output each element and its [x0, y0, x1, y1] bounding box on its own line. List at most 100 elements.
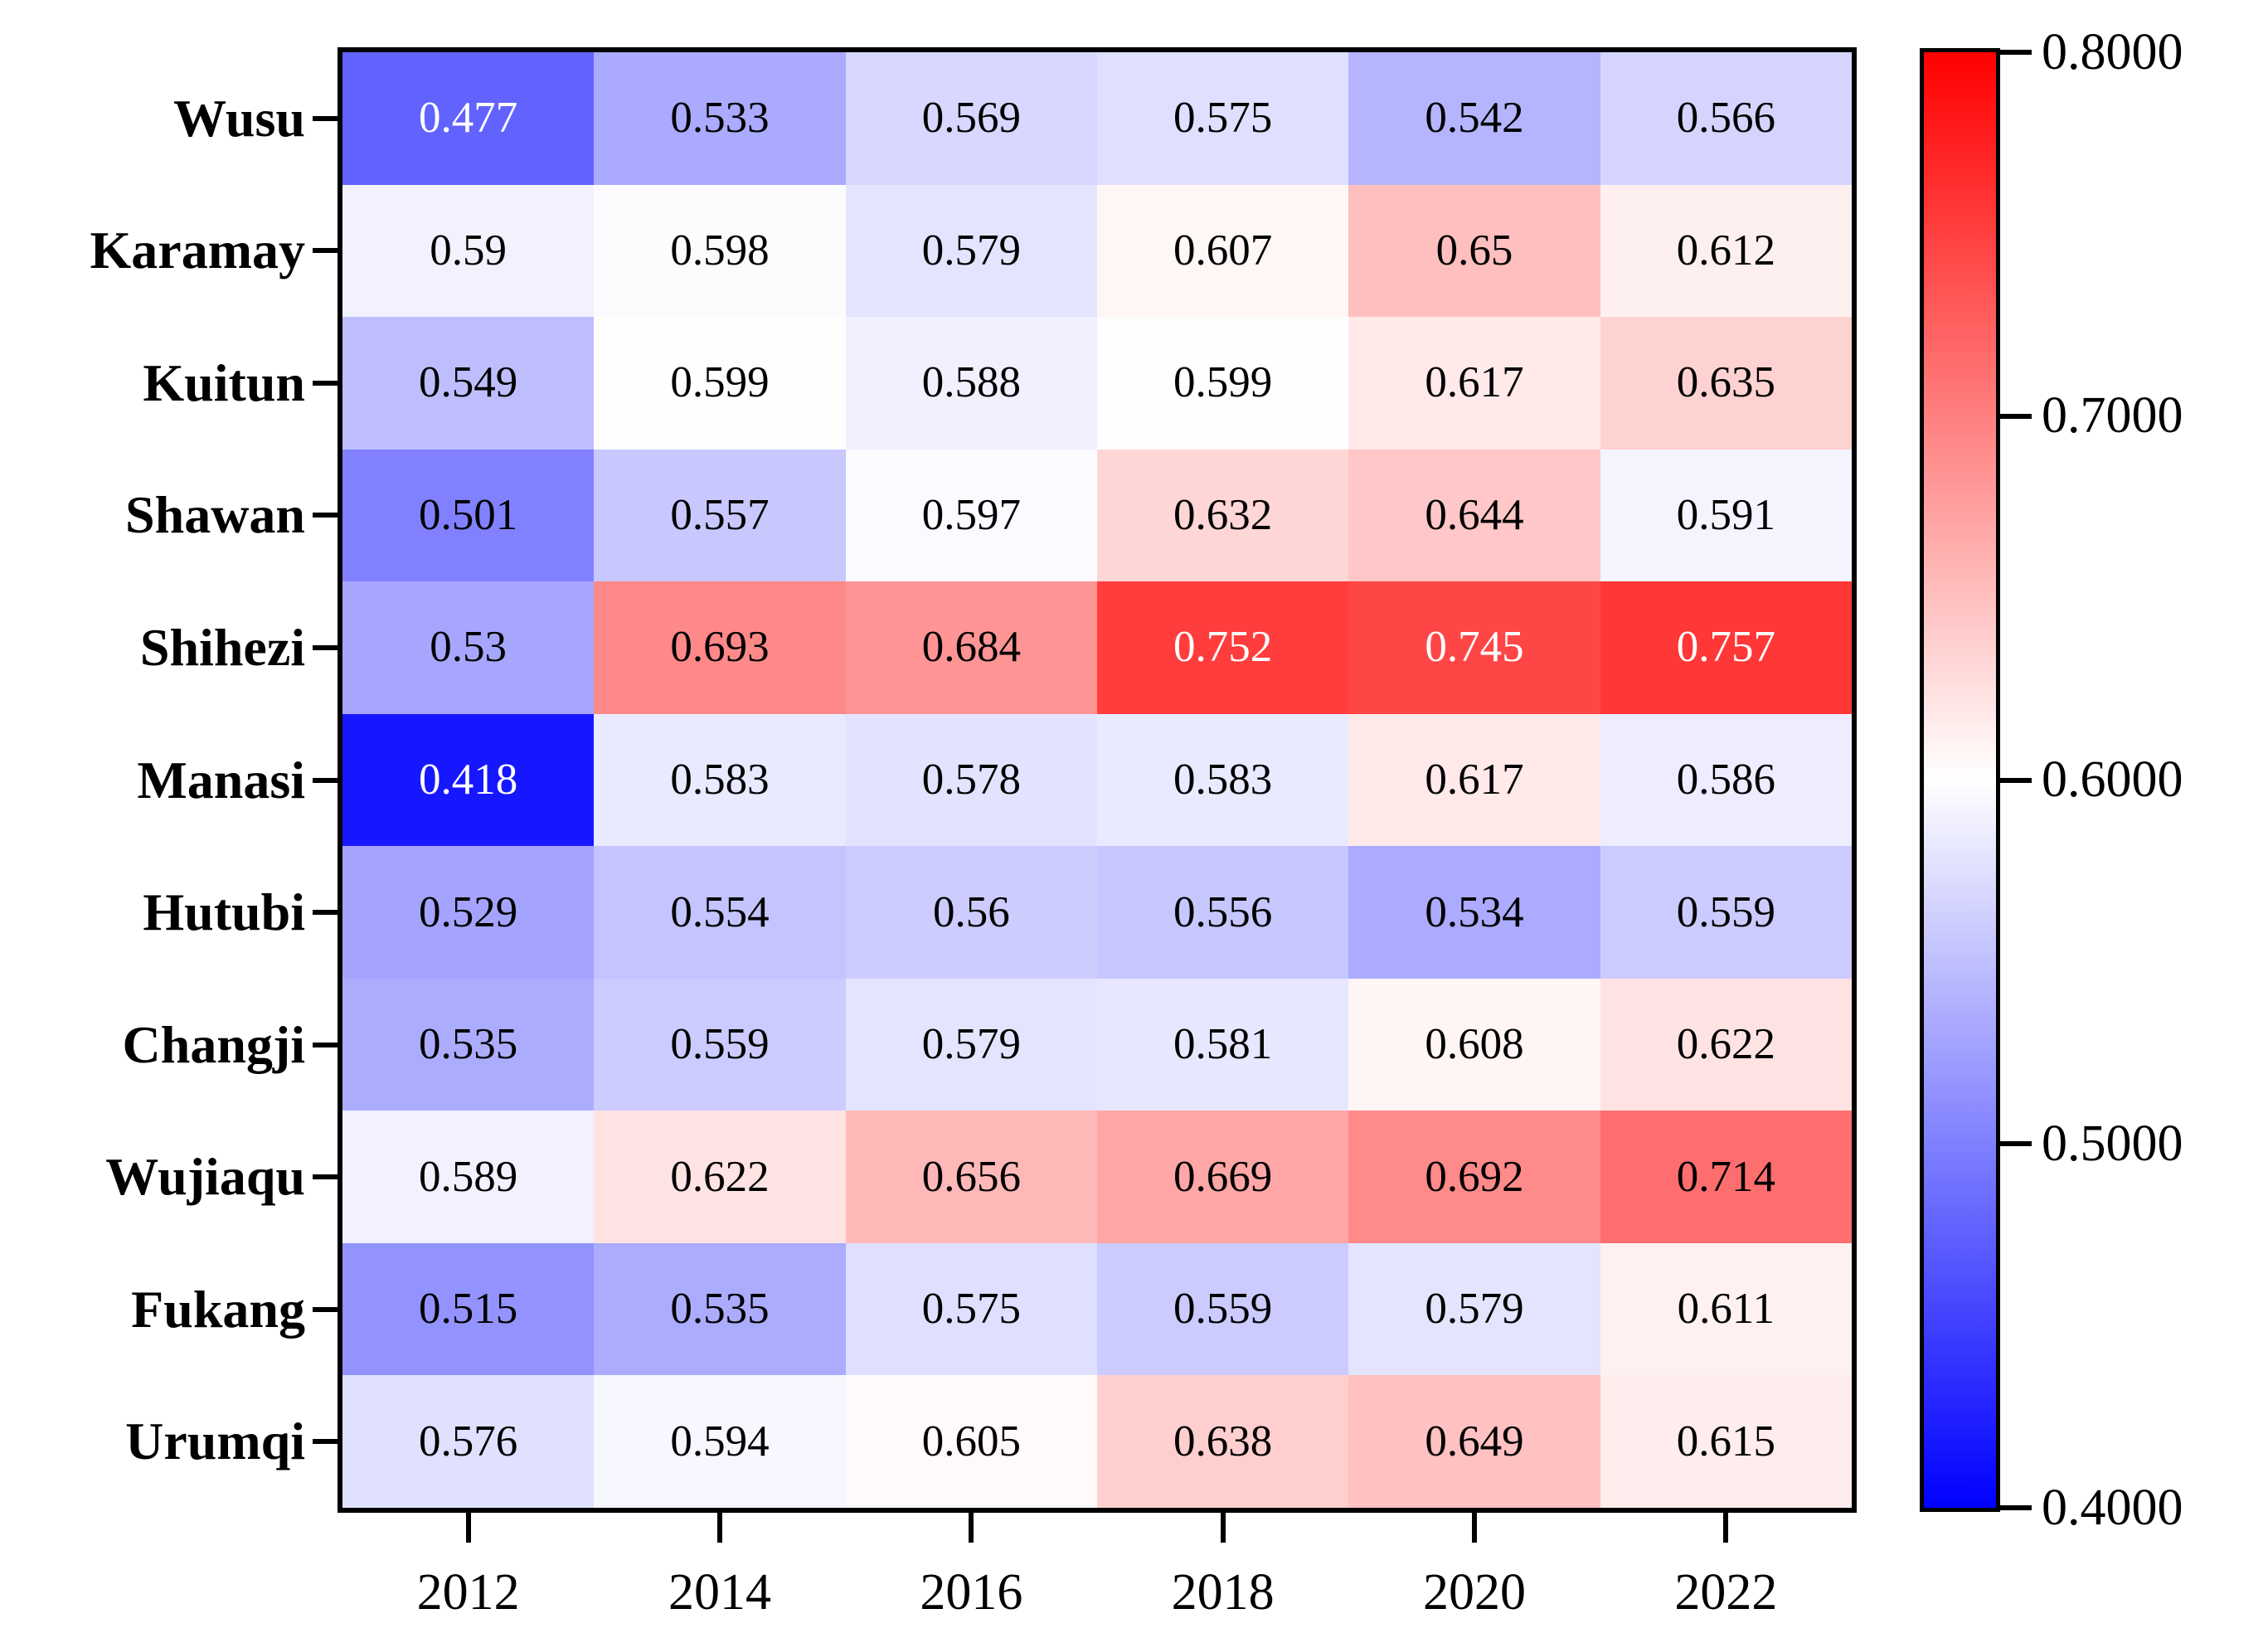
- heatmap-cell: 0.649: [1348, 1375, 1600, 1508]
- y-tick: [313, 1439, 342, 1445]
- heatmap-cell: 0.583: [1097, 713, 1349, 847]
- heatmap-cell: 0.591: [1600, 449, 1852, 582]
- heatmap-cell: 0.515: [342, 1242, 595, 1376]
- y-tick: [313, 1306, 342, 1312]
- x-tick: [969, 1513, 974, 1543]
- colorbar: [1920, 48, 2000, 1512]
- x-tick: [717, 1513, 722, 1543]
- y-tick: [313, 380, 342, 386]
- y-tick: [313, 248, 342, 254]
- heatmap-cell: 0.588: [845, 317, 1097, 450]
- heatmap-cell: 0.684: [845, 581, 1097, 714]
- heatmap-cell: 0.617: [1348, 317, 1600, 450]
- heatmap-cell: 0.617: [1348, 713, 1600, 847]
- col-label-2022: 2022: [1674, 1563, 1778, 1621]
- colorbar-tick: [2000, 777, 2032, 783]
- col-label-2016: 2016: [920, 1563, 1023, 1621]
- colorbar-tick: [2000, 413, 2032, 419]
- row-label-hutubi: Hutubi: [143, 882, 305, 942]
- row-label-wusu: Wusu: [173, 88, 305, 148]
- y-tick: [313, 777, 342, 783]
- heatmap-cell: 0.579: [845, 184, 1097, 318]
- heatmap-cell: 0.693: [594, 581, 846, 714]
- heatmap-cell: 0.554: [594, 846, 846, 979]
- y-tick: [313, 513, 342, 518]
- heatmap-cell: 0.605: [845, 1375, 1097, 1508]
- heatmap-cell: 0.745: [1348, 581, 1600, 714]
- heatmap-cell: 0.752: [1097, 581, 1349, 714]
- heatmap-cell: 0.607: [1097, 184, 1349, 318]
- y-tick: [313, 115, 342, 121]
- x-tick: [465, 1513, 471, 1543]
- heatmap-cell: 0.635: [1600, 317, 1852, 450]
- heatmap-cell: 0.575: [845, 1242, 1097, 1376]
- col-label-2020: 2020: [1423, 1563, 1526, 1621]
- col-label-2014: 2014: [668, 1563, 771, 1621]
- heatmap-cell: 0.559: [1600, 846, 1852, 979]
- heatmap-cell: 0.608: [1348, 978, 1600, 1111]
- heatmap-cell: 0.557: [594, 449, 846, 582]
- heatmap-cell: 0.622: [594, 1111, 846, 1243]
- heatmap-cell: 0.615: [1600, 1375, 1852, 1508]
- heatmap-cell: 0.612: [1600, 184, 1852, 318]
- heatmap-cell: 0.597: [845, 449, 1097, 582]
- heatmap-cell: 0.559: [594, 978, 846, 1111]
- y-tick: [313, 644, 342, 650]
- heatmap-cell: 0.669: [1097, 1111, 1349, 1243]
- heatmap-cell: 0.501: [342, 449, 595, 582]
- heatmap-cell: 0.56: [845, 846, 1097, 979]
- heatmap-cell: 0.556: [1097, 846, 1349, 979]
- y-tick: [313, 910, 342, 916]
- row-label-shihezi: Shihezi: [139, 617, 305, 677]
- heatmap-cell: 0.586: [1600, 713, 1852, 847]
- row-label-manasi: Manasi: [137, 750, 305, 809]
- col-label-2018: 2018: [1171, 1563, 1275, 1621]
- heatmap-grid: 0.477 0.533 0.569 0.575 0.542 0.566 0.59 0.598 0…: [338, 47, 1857, 1513]
- heatmap-cell: 0.579: [1348, 1242, 1600, 1376]
- row-label-shawan: Shawan: [125, 485, 305, 545]
- row-label-kuitun: Kuitun: [143, 352, 305, 412]
- heatmap-cell: 0.477: [342, 52, 595, 185]
- heatmap-cell: 0.535: [342, 978, 595, 1111]
- heatmap-cell: 0.59: [342, 184, 595, 318]
- heatmap-cell: 0.576: [342, 1375, 595, 1508]
- heatmap-cell: 0.579: [845, 978, 1097, 1111]
- colorbar-tick-label: 0.8000: [2042, 23, 2183, 80]
- heatmap-cell: 0.622: [1600, 978, 1852, 1111]
- heatmap-cell: 0.533: [594, 52, 846, 185]
- colorbar-tick-label: 0.7000: [2042, 387, 2183, 445]
- heatmap-cell: 0.566: [1600, 52, 1852, 185]
- x-tick: [1472, 1513, 1477, 1543]
- heatmap-cell: 0.559: [1097, 1242, 1349, 1376]
- heatmap-cell: 0.599: [594, 317, 846, 450]
- row-label-urumqi: Urumqi: [125, 1412, 305, 1471]
- heatmap-cell: 0.632: [1097, 449, 1349, 582]
- heatmap-cell: 0.583: [594, 713, 846, 847]
- colorbar-tick: [2000, 1505, 2032, 1510]
- heatmap-cell: 0.589: [342, 1111, 595, 1243]
- heatmap-cell: 0.549: [342, 317, 595, 450]
- y-tick: [313, 1174, 342, 1180]
- heatmap-cell: 0.65: [1348, 184, 1600, 318]
- heatmap-cell: 0.581: [1097, 978, 1349, 1111]
- heatmap-cell: 0.542: [1348, 52, 1600, 185]
- colorbar-tick-label: 0.6000: [2042, 751, 2183, 808]
- heatmap-cell: 0.594: [594, 1375, 846, 1508]
- heatmap-cell: 0.598: [594, 184, 846, 318]
- heatmap-cell: 0.644: [1348, 449, 1600, 582]
- heatmap-cell: 0.599: [1097, 317, 1349, 450]
- row-label-fukang: Fukang: [131, 1279, 305, 1339]
- heatmap-cell: 0.656: [845, 1111, 1097, 1243]
- x-tick: [1723, 1513, 1729, 1543]
- colorbar-tick-label: 0.4000: [2042, 1479, 2183, 1536]
- y-tick: [313, 1042, 342, 1047]
- heatmap-cell: 0.611: [1600, 1242, 1852, 1376]
- heatmap-cell: 0.569: [845, 52, 1097, 185]
- colorbar-tick: [2000, 1141, 2032, 1147]
- row-label-karamay: Karamay: [90, 221, 306, 280]
- row-label-changji: Changji: [122, 1014, 306, 1074]
- heatmap-cell: 0.529: [342, 846, 595, 979]
- colorbar-tick: [2000, 50, 2032, 55]
- heatmap-cell: 0.757: [1600, 581, 1852, 714]
